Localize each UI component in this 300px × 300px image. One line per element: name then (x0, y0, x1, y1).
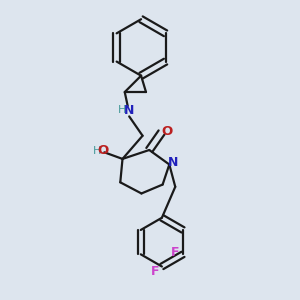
Text: O: O (97, 144, 109, 157)
Text: O: O (161, 125, 172, 138)
Text: H: H (118, 106, 127, 116)
Text: N: N (168, 156, 178, 169)
Text: F: F (151, 266, 159, 278)
Text: F: F (170, 246, 179, 259)
Text: H: H (93, 146, 101, 156)
Text: N: N (124, 104, 134, 117)
